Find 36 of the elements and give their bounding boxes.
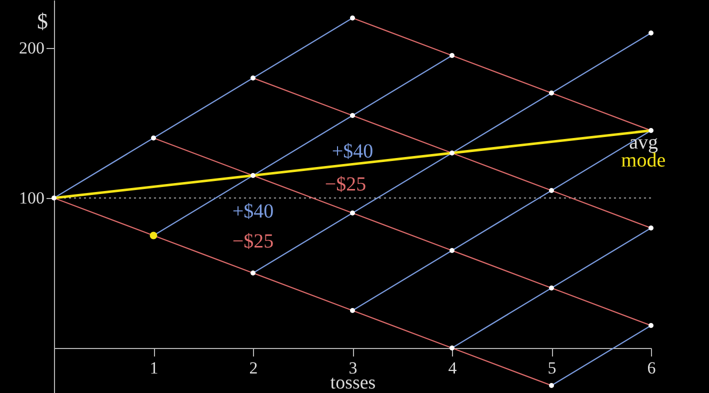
x-tick-label: 2 xyxy=(249,358,258,378)
annotation: avg xyxy=(629,132,658,154)
x-tick-label: 1 xyxy=(150,358,158,378)
x-tick-label: 5 xyxy=(548,358,556,378)
point xyxy=(648,226,654,230)
x-tick-label: 6 xyxy=(647,358,656,378)
y-tick-label: 200 xyxy=(19,38,44,58)
point xyxy=(549,286,554,290)
annotation: −$25 xyxy=(232,230,274,252)
x-tick-label: 4 xyxy=(448,358,458,378)
point xyxy=(549,90,554,96)
point xyxy=(250,270,256,276)
point xyxy=(648,128,654,133)
point xyxy=(350,210,355,216)
point xyxy=(350,16,355,20)
point xyxy=(549,383,554,388)
point xyxy=(648,323,654,328)
point xyxy=(450,248,454,253)
annotation: +$40 xyxy=(232,200,274,222)
line-series xyxy=(352,17,652,132)
y-tick-label: 100 xyxy=(19,188,44,208)
point xyxy=(450,53,454,58)
point xyxy=(450,346,454,350)
point xyxy=(52,196,56,200)
point xyxy=(151,136,156,140)
point xyxy=(150,232,158,240)
point xyxy=(250,173,256,178)
point xyxy=(350,308,355,313)
annotation: −$25 xyxy=(324,174,366,196)
point xyxy=(450,150,454,156)
point xyxy=(350,113,355,118)
y-axis-title: $ xyxy=(37,8,48,34)
point xyxy=(648,30,654,36)
annotation: +$40 xyxy=(332,140,374,162)
point xyxy=(250,76,256,80)
point xyxy=(549,188,554,193)
